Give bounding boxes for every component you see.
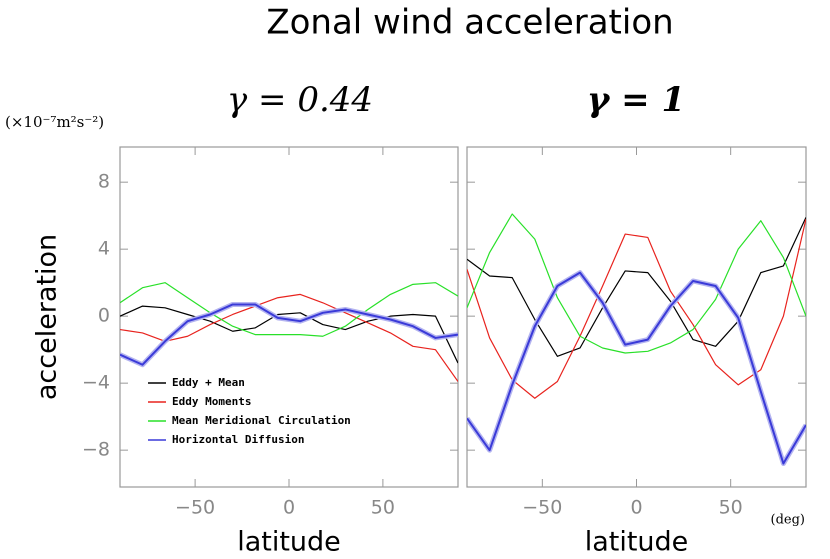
plot-lines (467, 213, 806, 467)
legend-label: Mean Meridional Circulation (172, 414, 351, 427)
x-tick-label: 0 (630, 497, 642, 519)
x-tick-label: 0 (283, 497, 295, 519)
y-tick-label: 8 (98, 171, 110, 193)
series-line (120, 305, 458, 364)
x-axis-label: latitude (237, 527, 341, 558)
x-tick-label: 50 (719, 497, 743, 519)
plot-frame (466, 146, 807, 488)
series-line (467, 218, 806, 399)
x-tick-label: −50 (175, 497, 215, 519)
x-unit: (deg) (771, 513, 805, 528)
x-axis-label: latitude (585, 527, 689, 558)
plot-lines (120, 282, 458, 382)
series-line (120, 293, 458, 382)
y-tick-label: 4 (98, 238, 110, 260)
x-tick-label: 50 (371, 497, 395, 519)
series-line (467, 271, 806, 465)
y-tick-label: −8 (82, 439, 110, 461)
y-tick-label: −4 (82, 372, 110, 394)
legend-label: Eddy + Mean (172, 376, 245, 389)
y-axis-label: acceleration (32, 234, 63, 400)
series-line (467, 213, 806, 354)
panel-title: γ = 0.44 (227, 80, 373, 120)
x-tick-label: −50 (522, 497, 562, 519)
legend-label: Eddy Moments (172, 395, 251, 408)
figure-title: Zonal wind acceleration (266, 3, 673, 43)
y-tick-label: 0 (98, 305, 110, 327)
legend-box (142, 373, 442, 461)
series-line (467, 217, 806, 357)
legend-label: Horizontal Diffusion (172, 433, 304, 446)
series-line (120, 282, 458, 337)
unit-label: (×10⁻⁷m²s⁻²) (5, 113, 104, 131)
series-line (120, 303, 458, 366)
panel-title: γ = 1 (587, 80, 685, 120)
